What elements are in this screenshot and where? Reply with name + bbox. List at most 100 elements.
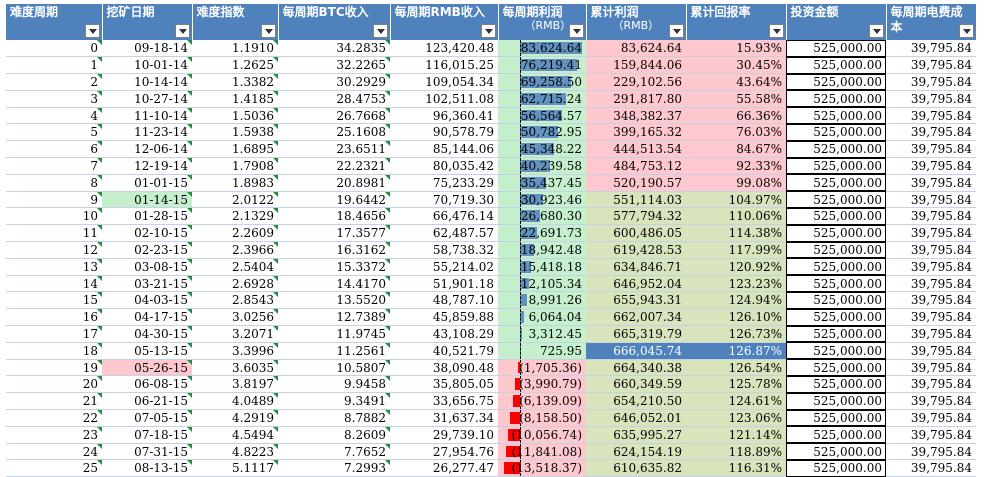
profit-cell[interactable]: (13,518.37) [498, 459, 586, 477]
date-cell[interactable]: 10-14-14 [102, 73, 192, 91]
btc-income-cell[interactable]: 32.2265 [278, 56, 390, 75]
rmb-income-cell[interactable]: 96,360.41 [390, 107, 498, 125]
period-cell[interactable]: 8 [6, 174, 102, 192]
investment-cell[interactable]: 525,000.00 [786, 73, 886, 91]
rmb-income-cell[interactable]: 80,035.42 [390, 157, 498, 175]
filter-dropdown-icon[interactable] [84, 24, 100, 38]
investment-cell[interactable]: 525,000.00 [786, 174, 886, 192]
date-cell[interactable]: 01-01-15 [102, 174, 192, 192]
profit-cell[interactable]: 62,715.24 [498, 90, 586, 108]
profit-cell[interactable]: 76,219.41 [498, 56, 586, 75]
difficulty-cell[interactable]: 1.2625 [192, 56, 278, 75]
roi-cell[interactable]: 66.36% [686, 107, 786, 125]
date-cell[interactable]: 11-23-14 [102, 123, 192, 142]
difficulty-cell[interactable]: 3.0256 [192, 308, 278, 327]
cumulative-profit-cell[interactable]: 83,624.64 [586, 40, 686, 58]
investment-cell[interactable]: 525,000.00 [786, 258, 886, 276]
difficulty-cell[interactable]: 2.3966 [192, 241, 278, 259]
period-cell[interactable]: 12 [6, 241, 102, 259]
date-cell[interactable]: 09-18-14 [102, 40, 192, 58]
rmb-income-cell[interactable]: 62,487.57 [390, 224, 498, 243]
date-cell[interactable]: 07-18-15 [102, 426, 192, 444]
profit-cell[interactable]: 18,942.48 [498, 241, 586, 259]
period-cell[interactable]: 23 [6, 426, 102, 444]
electricity-cell[interactable]: 39,795.84 [886, 207, 976, 226]
roi-cell[interactable]: 120.92% [686, 258, 786, 276]
roi-cell[interactable]: 126.87% [686, 342, 786, 360]
period-cell[interactable]: 20 [6, 375, 102, 394]
profit-cell[interactable]: (10,056.74) [498, 426, 586, 444]
btc-income-cell[interactable]: 17.3577 [278, 224, 390, 243]
electricity-cell[interactable]: 39,795.84 [886, 174, 976, 192]
roi-cell[interactable]: 84.67% [686, 140, 786, 159]
roi-cell[interactable]: 123.23% [686, 275, 786, 293]
electricity-cell[interactable]: 39,795.84 [886, 308, 976, 327]
date-cell[interactable]: 07-05-15 [102, 409, 192, 427]
electricity-cell[interactable]: 39,795.84 [886, 459, 976, 477]
electricity-cell[interactable]: 39,795.84 [886, 443, 976, 461]
date-cell[interactable]: 03-08-15 [102, 258, 192, 276]
date-cell[interactable]: 04-30-15 [102, 325, 192, 343]
investment-cell[interactable]: 525,000.00 [786, 426, 886, 444]
difficulty-cell[interactable]: 2.6928 [192, 275, 278, 293]
difficulty-cell[interactable]: 3.6035 [192, 359, 278, 377]
difficulty-cell[interactable]: 1.6895 [192, 140, 278, 159]
roi-cell[interactable]: 30.45% [686, 56, 786, 75]
investment-cell[interactable]: 525,000.00 [786, 409, 886, 427]
period-cell[interactable]: 11 [6, 224, 102, 243]
roi-cell[interactable]: 104.97% [686, 191, 786, 209]
cumulative-profit-cell[interactable]: 662,007.34 [586, 308, 686, 327]
roi-cell[interactable]: 114.38% [686, 224, 786, 243]
date-cell[interactable]: 06-21-15 [102, 392, 192, 411]
profit-cell[interactable]: 12,105.34 [498, 275, 586, 293]
btc-income-cell[interactable]: 16.3162 [278, 241, 390, 259]
filter-dropdown-icon[interactable] [958, 24, 974, 38]
btc-income-cell[interactable]: 30.2929 [278, 73, 390, 91]
cumulative-profit-cell[interactable]: 655,943.31 [586, 291, 686, 310]
filter-dropdown-icon[interactable] [480, 24, 496, 38]
electricity-cell[interactable]: 39,795.84 [886, 325, 976, 343]
period-cell[interactable]: 19 [6, 359, 102, 377]
roi-cell[interactable]: 92.33% [686, 157, 786, 175]
period-cell[interactable]: 0 [6, 40, 102, 58]
difficulty-cell[interactable]: 4.0489 [192, 392, 278, 411]
filter-dropdown-icon[interactable] [372, 24, 388, 38]
cumulative-profit-cell[interactable]: 348,382.37 [586, 107, 686, 125]
electricity-cell[interactable]: 39,795.84 [886, 56, 976, 75]
difficulty-cell[interactable]: 2.0122 [192, 191, 278, 209]
profit-cell[interactable]: 6,064.04 [498, 308, 586, 327]
cumulative-profit-cell[interactable]: 634,846.71 [586, 258, 686, 276]
electricity-cell[interactable]: 39,795.84 [886, 107, 976, 125]
cumulative-profit-cell[interactable]: 159,844.06 [586, 56, 686, 75]
cumulative-profit-cell[interactable]: 600,486.05 [586, 224, 686, 243]
date-cell[interactable]: 02-23-15 [102, 241, 192, 259]
filter-dropdown-icon[interactable] [174, 24, 190, 38]
period-cell[interactable]: 22 [6, 409, 102, 427]
rmb-income-cell[interactable]: 43,108.29 [390, 325, 498, 343]
difficulty-cell[interactable]: 5.1117 [192, 459, 278, 477]
profit-cell[interactable]: 83,624.64 [498, 40, 586, 58]
electricity-cell[interactable]: 39,795.84 [886, 426, 976, 444]
date-cell[interactable]: 11-10-14 [102, 107, 192, 125]
investment-cell[interactable]: 525,000.00 [786, 375, 886, 394]
period-cell[interactable]: 15 [6, 291, 102, 310]
btc-income-cell[interactable]: 28.4753 [278, 90, 390, 108]
roi-cell[interactable]: 55.58% [686, 90, 786, 108]
electricity-cell[interactable]: 39,795.84 [886, 275, 976, 293]
btc-income-cell[interactable]: 12.7389 [278, 308, 390, 327]
profit-cell[interactable]: 40,239.58 [498, 157, 586, 175]
period-cell[interactable]: 17 [6, 325, 102, 343]
date-cell[interactable]: 07-31-15 [102, 443, 192, 461]
difficulty-cell[interactable]: 1.8983 [192, 174, 278, 192]
btc-income-cell[interactable]: 8.7882 [278, 409, 390, 427]
difficulty-cell[interactable]: 1.7908 [192, 157, 278, 175]
rmb-income-cell[interactable]: 33,656.75 [390, 392, 498, 411]
rmb-income-cell[interactable]: 35,805.05 [390, 375, 498, 394]
rmb-income-cell[interactable]: 102,511.08 [390, 90, 498, 108]
rmb-income-cell[interactable]: 70,719.30 [390, 191, 498, 209]
investment-cell[interactable]: 525,000.00 [786, 107, 886, 125]
date-cell[interactable]: 04-03-15 [102, 291, 192, 310]
roi-cell[interactable]: 126.54% [686, 359, 786, 377]
electricity-cell[interactable]: 39,795.84 [886, 73, 976, 91]
electricity-cell[interactable]: 39,795.84 [886, 291, 976, 310]
